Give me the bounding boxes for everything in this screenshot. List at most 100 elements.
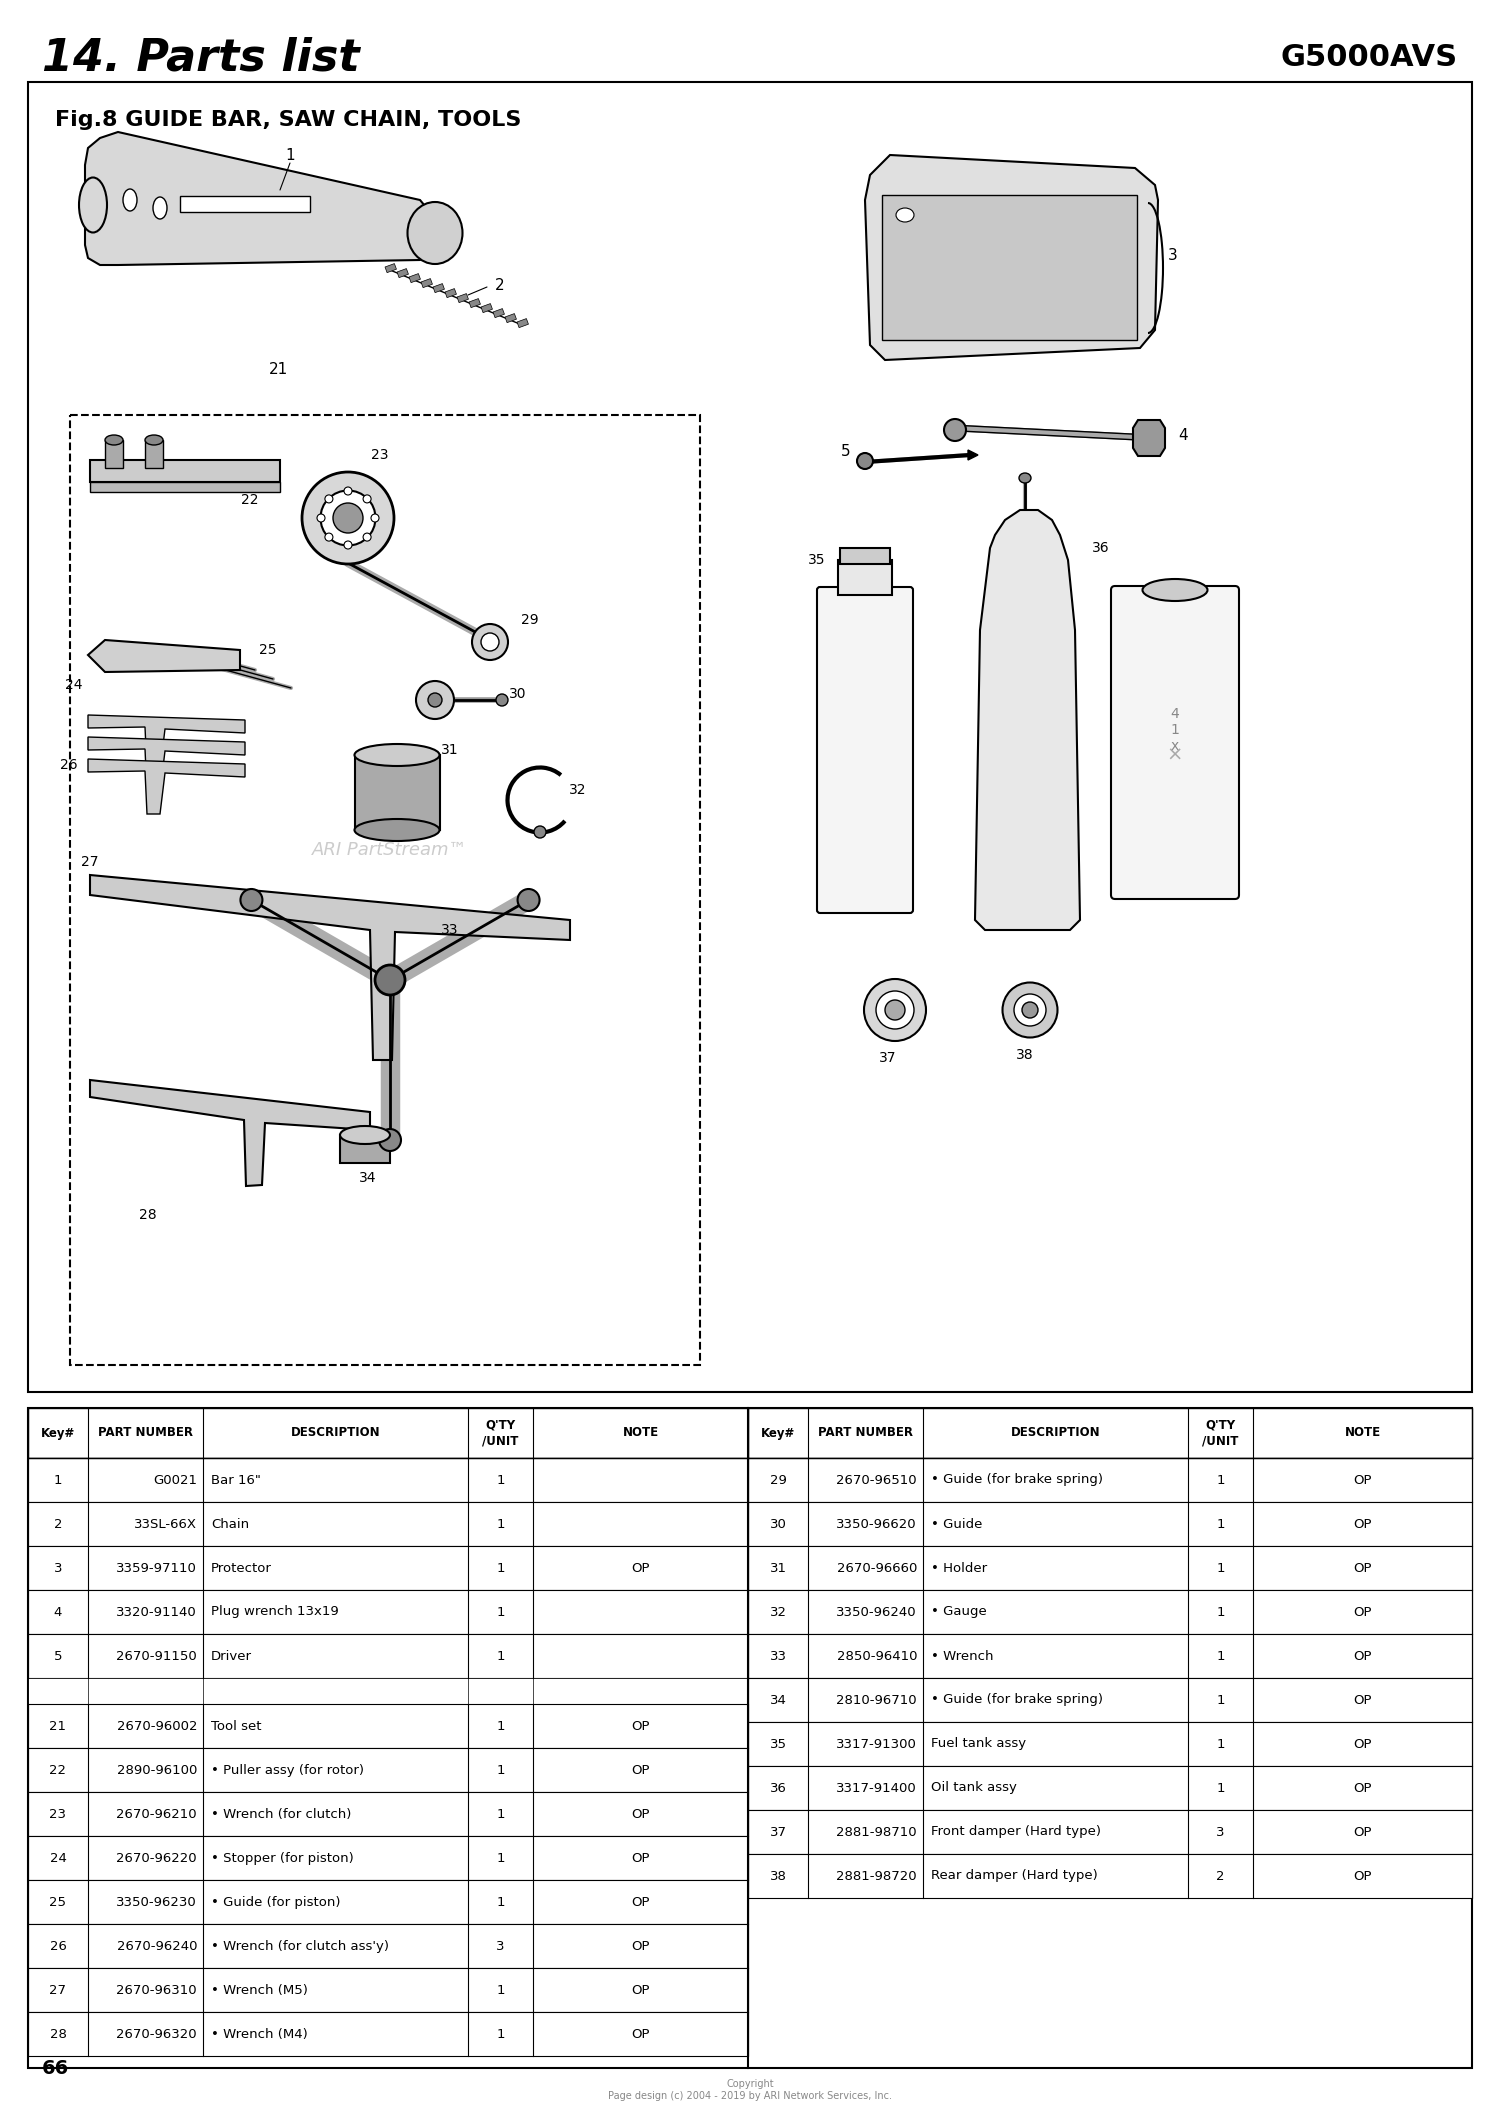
Bar: [506, 314, 516, 322]
Text: ARI PartStream™: ARI PartStream™: [312, 841, 468, 858]
Text: OP: OP: [1353, 1782, 1371, 1795]
Bar: [28, 1502, 748, 1547]
Text: • Wrench (M4): • Wrench (M4): [211, 2028, 308, 2041]
Text: OP: OP: [1353, 1517, 1371, 1530]
Text: OP: OP: [1353, 1824, 1371, 1839]
Ellipse shape: [1022, 1002, 1038, 1017]
Text: 3350-96230: 3350-96230: [117, 1897, 196, 1909]
Bar: [105, 441, 123, 468]
Text: 1: 1: [1216, 1517, 1224, 1530]
Text: 4
1
x: 4 1 x: [1170, 708, 1179, 752]
Text: • Holder: • Holder: [932, 1562, 987, 1574]
Text: 2: 2: [495, 278, 506, 292]
Bar: [28, 1407, 748, 1458]
Text: 2670-96210: 2670-96210: [117, 1808, 196, 1820]
Ellipse shape: [363, 496, 370, 502]
Ellipse shape: [80, 178, 106, 233]
Text: OP: OP: [1353, 1473, 1371, 1488]
Bar: [882, 195, 1137, 339]
FancyBboxPatch shape: [818, 587, 914, 913]
Text: 2810-96710: 2810-96710: [837, 1693, 916, 1706]
Ellipse shape: [427, 693, 442, 708]
Text: 36: 36: [1092, 540, 1110, 555]
Text: Copyright
Page design (c) 2004 - 2019 by ARI Network Services, Inc.: Copyright Page design (c) 2004 - 2019 by…: [608, 2079, 892, 2100]
Bar: [422, 278, 432, 288]
Bar: [356, 754, 440, 831]
Text: Bar 16": Bar 16": [211, 1473, 261, 1488]
Text: 2670-91150: 2670-91150: [117, 1649, 196, 1663]
Polygon shape: [88, 714, 244, 769]
Ellipse shape: [123, 189, 136, 212]
Ellipse shape: [944, 420, 966, 441]
Text: 27: 27: [81, 854, 99, 869]
Ellipse shape: [370, 515, 380, 521]
Text: OP: OP: [632, 1983, 650, 1996]
Text: 3317-91400: 3317-91400: [837, 1782, 916, 1795]
Text: 1: 1: [496, 2028, 504, 2041]
Bar: [28, 1837, 748, 1880]
Bar: [482, 303, 492, 314]
Text: Tool set: Tool set: [211, 1721, 261, 1733]
Text: OP: OP: [1353, 1649, 1371, 1663]
Text: G0021: G0021: [153, 1473, 197, 1488]
Text: • Guide (for piston): • Guide (for piston): [211, 1897, 340, 1909]
Bar: [28, 1678, 748, 1704]
Bar: [839, 559, 892, 595]
Text: 3359-97110: 3359-97110: [116, 1562, 196, 1574]
Text: 2670-96510: 2670-96510: [837, 1473, 916, 1488]
Text: 26: 26: [50, 1939, 66, 1954]
Text: 33SL-66X: 33SL-66X: [134, 1517, 196, 1530]
Polygon shape: [88, 759, 244, 814]
Text: • Stopper (for piston): • Stopper (for piston): [211, 1852, 354, 1865]
Ellipse shape: [885, 1000, 904, 1019]
Ellipse shape: [340, 1125, 390, 1144]
Text: 2881-98720: 2881-98720: [837, 1869, 916, 1882]
Ellipse shape: [321, 489, 375, 545]
Text: ×: ×: [1167, 746, 1184, 765]
Text: OP: OP: [632, 1808, 650, 1820]
Text: • Gauge: • Gauge: [932, 1606, 987, 1619]
Ellipse shape: [146, 434, 164, 445]
Text: 1: 1: [496, 1721, 504, 1733]
Ellipse shape: [1014, 994, 1046, 1026]
Text: OP: OP: [632, 1721, 650, 1733]
Text: 2: 2: [1216, 1869, 1224, 1882]
Text: Q'TY
/UNIT: Q'TY /UNIT: [483, 1420, 519, 1447]
Ellipse shape: [333, 502, 363, 534]
Text: 4: 4: [54, 1606, 62, 1619]
Text: • Wrench: • Wrench: [932, 1649, 993, 1663]
Text: 38: 38: [770, 1869, 786, 1882]
Text: 1: 1: [496, 1606, 504, 1619]
Text: Front damper (Hard type): Front damper (Hard type): [932, 1824, 1101, 1839]
Text: 30: 30: [770, 1517, 786, 1530]
Bar: [28, 1924, 748, 1969]
Text: Plug wrench 13x19: Plug wrench 13x19: [211, 1606, 339, 1619]
Text: 25: 25: [50, 1897, 66, 1909]
Text: NOTE: NOTE: [622, 1426, 658, 1439]
Ellipse shape: [105, 434, 123, 445]
Text: 37: 37: [879, 1051, 897, 1066]
Text: 23: 23: [372, 447, 388, 462]
Bar: [748, 1634, 1472, 1678]
Ellipse shape: [518, 890, 540, 911]
Text: 35: 35: [807, 553, 825, 568]
Ellipse shape: [240, 890, 262, 911]
Text: 3350-96240: 3350-96240: [837, 1606, 916, 1619]
Text: 1: 1: [496, 1763, 504, 1778]
Text: 2670-96660: 2670-96660: [837, 1562, 916, 1574]
Text: 36: 36: [770, 1782, 786, 1795]
Ellipse shape: [344, 487, 352, 496]
Text: 1: 1: [496, 1852, 504, 1865]
Bar: [748, 1458, 1472, 1502]
Text: 1: 1: [496, 1473, 504, 1488]
Bar: [386, 263, 396, 273]
Text: Key#: Key#: [760, 1426, 795, 1439]
Text: • Wrench (M5): • Wrench (M5): [211, 1983, 308, 1996]
Text: 22: 22: [242, 494, 258, 506]
Ellipse shape: [326, 534, 333, 540]
Text: 2850-96410: 2850-96410: [837, 1649, 916, 1663]
Text: 3: 3: [496, 1939, 504, 1954]
Ellipse shape: [363, 534, 370, 540]
Text: • Guide: • Guide: [932, 1517, 982, 1530]
Text: 34: 34: [360, 1172, 376, 1185]
